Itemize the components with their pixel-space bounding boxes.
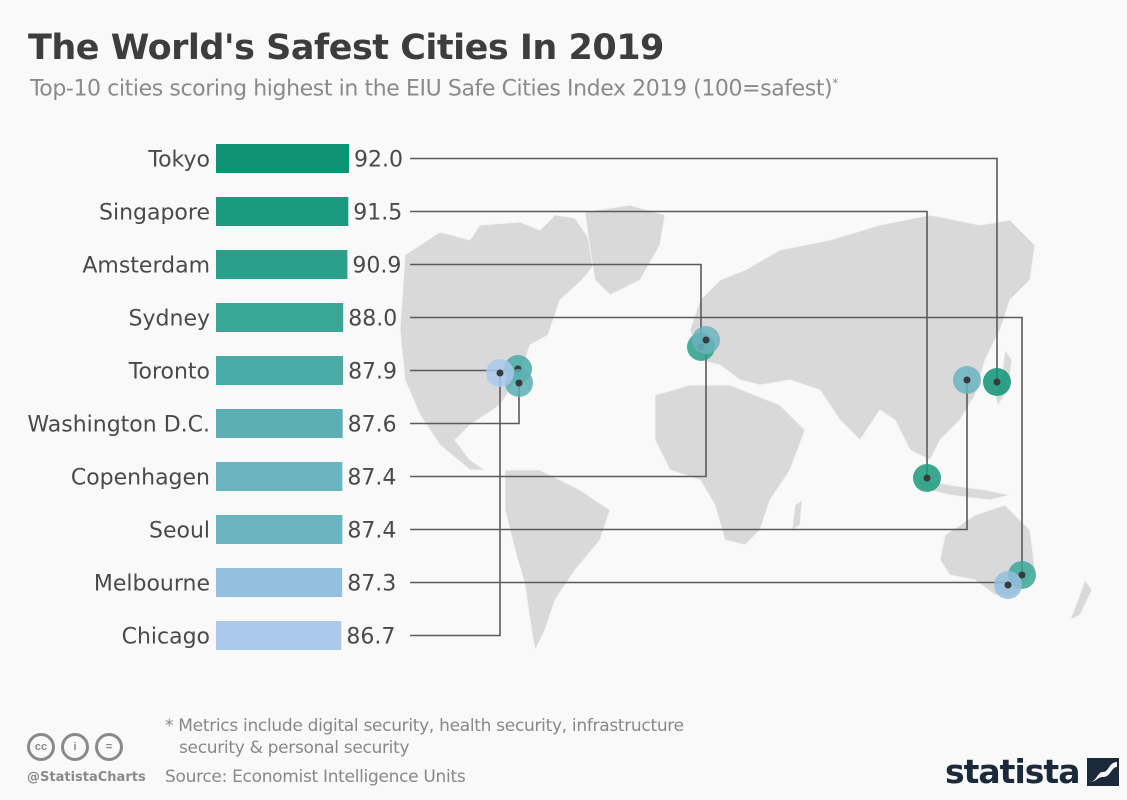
category-label: Sydney — [129, 307, 210, 332]
leader-line — [410, 316, 1023, 575]
footnote: * Metrics include digital security, heal… — [165, 715, 684, 759]
city-marker-dot — [702, 336, 710, 344]
city-marker-dot — [963, 376, 971, 384]
chart-subtitle: Top-10 cities scoring highest in the EIU… — [30, 76, 838, 101]
city-marker-dot — [1018, 571, 1026, 579]
category-label: Melbourne — [94, 572, 210, 597]
subtitle-text: Top-10 cities scoring highest in the EIU… — [30, 76, 833, 102]
bar — [216, 303, 344, 332]
value-label: 87.9 — [348, 360, 397, 385]
value-label: 86.7 — [346, 625, 395, 650]
chart-title: The World's Safest Cities In 2019 — [28, 28, 664, 68]
category-label: Singapore — [99, 201, 210, 226]
leader-lines — [410, 157, 1023, 637]
bar — [216, 462, 343, 491]
subtitle-footnote-marker: * — [832, 76, 838, 90]
leader-line — [410, 157, 998, 382]
city-marker-dot — [993, 378, 1001, 386]
value-label: 92.0 — [354, 148, 403, 173]
category-label: Chicago — [122, 625, 210, 650]
source: Source: Economist Intelligence Units — [165, 767, 466, 787]
map-greenland — [584, 204, 666, 296]
statista-logo-text: statista — [945, 752, 1080, 791]
value-label: 88.0 — [348, 307, 397, 332]
value-label: 87.6 — [348, 413, 397, 438]
leader-line — [410, 210, 928, 478]
license-icons: cc i = — [27, 733, 123, 761]
footnote-line-1: * Metrics include digital security, heal… — [165, 716, 684, 736]
leader-line — [410, 373, 501, 637]
bars: Tokyo 92.0 Singapore 91.5 Amsterdam 90.9 Sydne… — [27, 144, 403, 650]
map-eurasia — [689, 214, 1036, 461]
value-label: 91.5 — [353, 201, 402, 226]
map-africa — [654, 384, 806, 546]
city-marker-dot — [515, 379, 523, 387]
map-madagascar — [791, 498, 803, 531]
leader-line — [410, 380, 968, 531]
category-label: Seoul — [149, 519, 210, 544]
category-label: Washington D.C. — [27, 413, 210, 438]
bar — [216, 621, 342, 650]
bar — [216, 197, 349, 226]
value-label: 87.3 — [347, 572, 396, 597]
bar — [216, 144, 349, 173]
bar — [216, 250, 348, 279]
city-marker-dot — [496, 369, 504, 377]
value-label: 90.9 — [352, 254, 401, 279]
value-label: 87.4 — [347, 519, 396, 544]
cc-icon: cc — [27, 733, 55, 761]
bar — [216, 409, 343, 438]
leader-line — [410, 263, 702, 347]
bar — [216, 515, 343, 544]
statista-handle: @StatistaCharts — [27, 770, 146, 785]
city-marker-dot — [1004, 581, 1012, 589]
city-markers — [486, 326, 1036, 599]
value-label: 87.4 — [347, 466, 396, 491]
footnote-line-2: security & personal security — [179, 738, 410, 758]
leader-line — [410, 340, 707, 478]
statista-logo-icon — [1087, 757, 1120, 786]
attribution-icon: i — [61, 733, 89, 761]
category-label: Toronto — [128, 360, 210, 385]
category-label: Tokyo — [147, 148, 210, 173]
bar — [216, 568, 343, 597]
city-marker-dot — [923, 474, 931, 482]
map-new-zealand — [1069, 578, 1093, 622]
map-north-america — [399, 214, 601, 471]
map-south-america — [504, 469, 611, 652]
category-label: Copenhagen — [71, 466, 210, 491]
category-label: Amsterdam — [82, 254, 210, 279]
statista-logo[interactable]: statista — [945, 752, 1120, 791]
bar — [216, 356, 344, 385]
no-derivatives-icon: = — [95, 733, 123, 761]
